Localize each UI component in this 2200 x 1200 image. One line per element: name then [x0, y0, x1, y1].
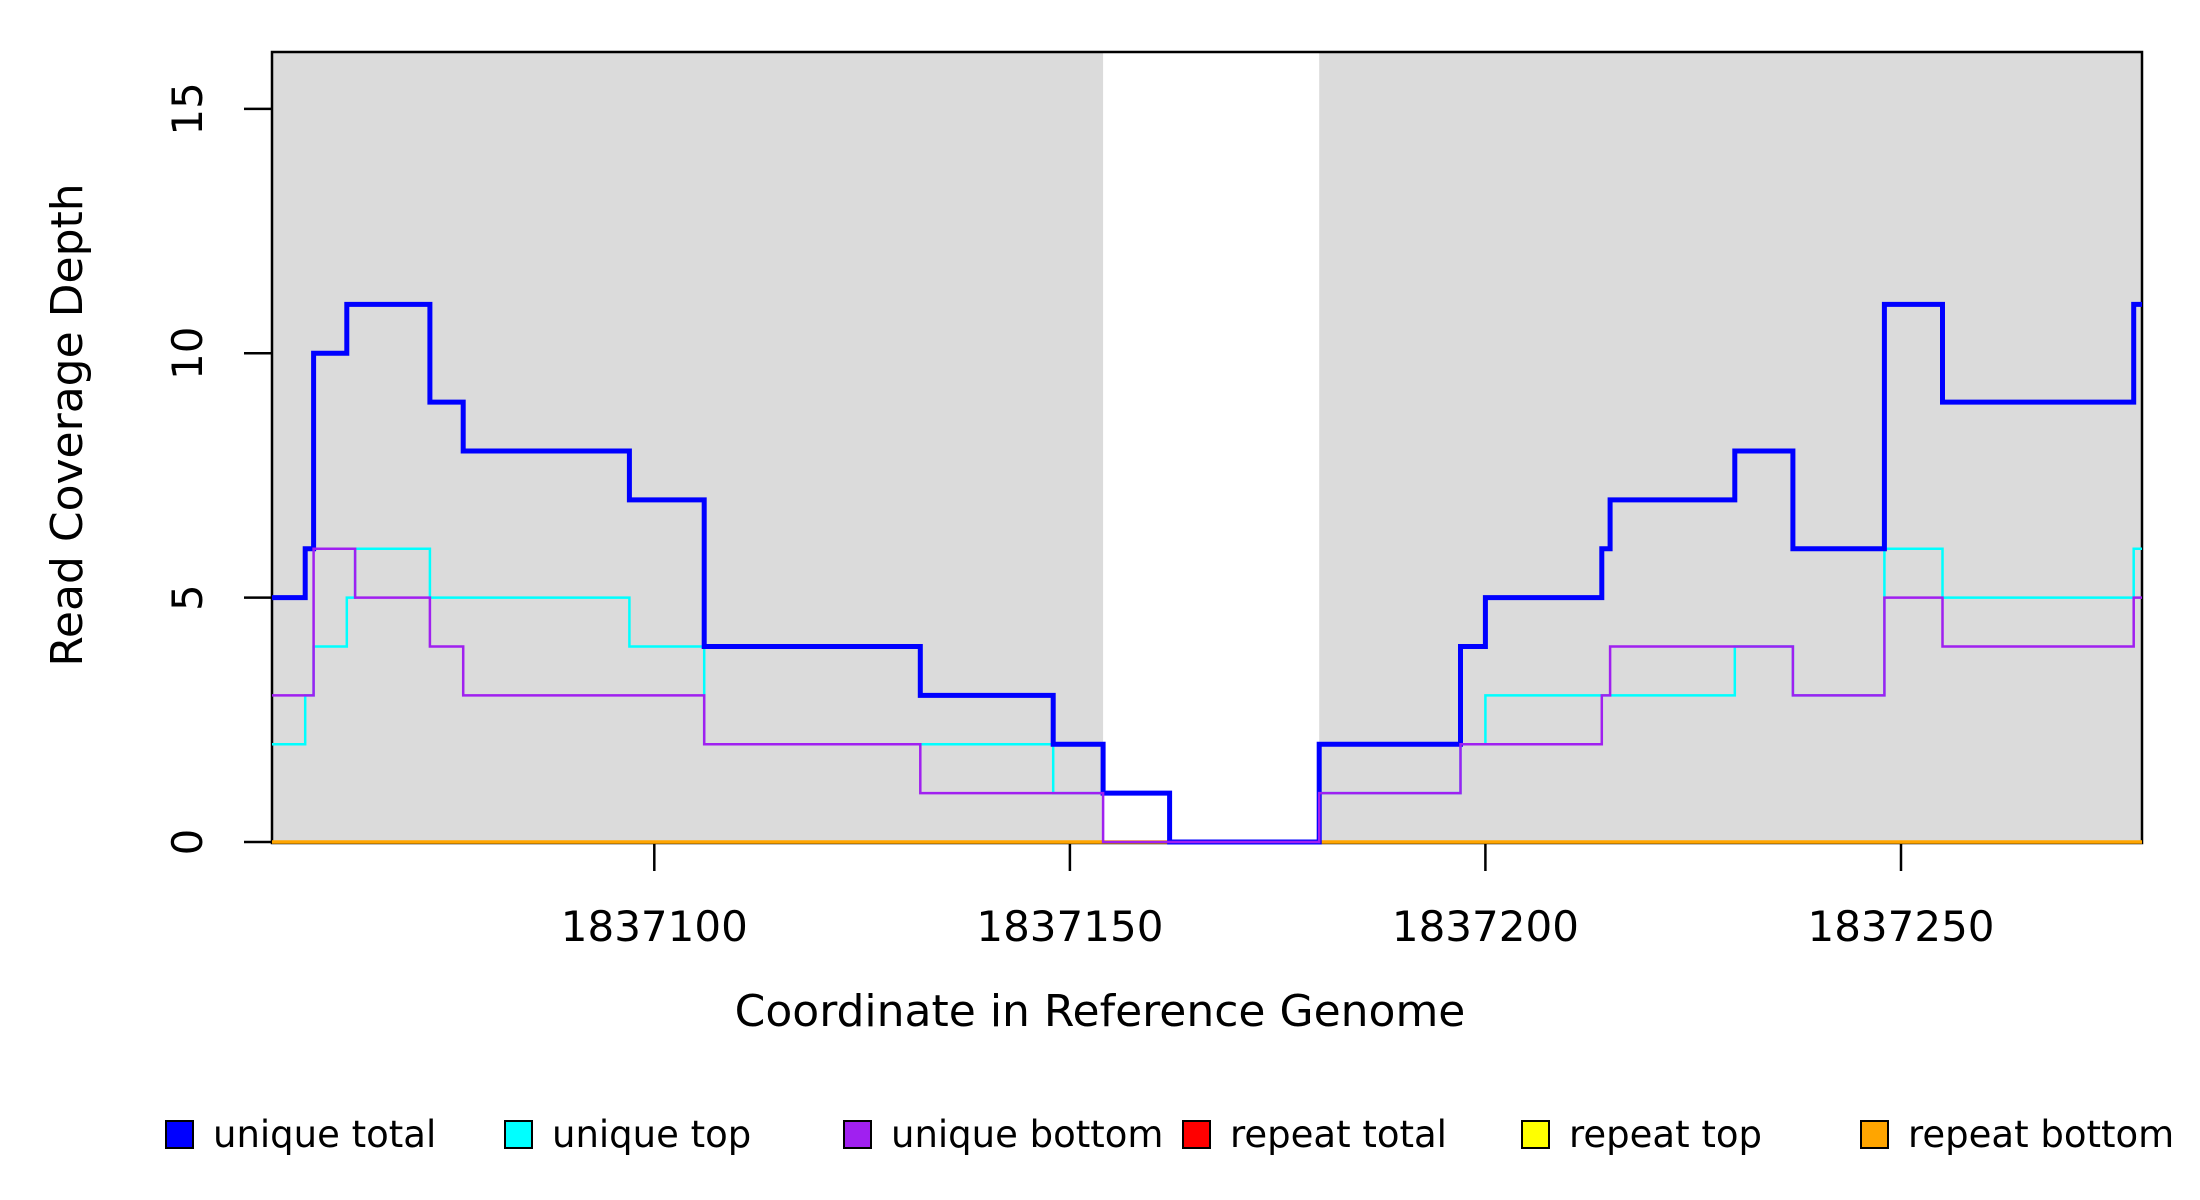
legend-color-swatch — [1182, 1119, 1211, 1149]
legend-color-swatch — [165, 1119, 194, 1149]
svg-text:0: 0 — [163, 829, 212, 856]
legend-item-unique-total: unique total — [165, 1112, 436, 1156]
legend-item-unique-bottom: unique bottom — [843, 1112, 1163, 1156]
legend-item-repeat-bottom: repeat bottom — [1860, 1112, 2174, 1156]
legend-item-label: repeat total — [1230, 1112, 1447, 1156]
legend-item-repeat-total: repeat total — [1182, 1112, 1447, 1156]
legend-item-label: repeat bottom — [1908, 1112, 2175, 1156]
legend-color-swatch — [1521, 1119, 1550, 1149]
svg-text:1837200: 1837200 — [1392, 902, 1579, 951]
legend-item-label: unique total — [213, 1112, 437, 1156]
legend: unique total unique top unique bottom re… — [0, 1112, 2200, 1156]
legend-item-repeat-top: repeat top — [1521, 1112, 1762, 1156]
plot-area: 0 5 10 15 1837100 1837150 1837200 1837250 — [163, 50, 2144, 951]
legend-item-label: unique top — [552, 1112, 752, 1156]
svg-text:15: 15 — [163, 82, 212, 135]
y-axis-title: Read Coverage Depth — [42, 183, 93, 666]
svg-text:1837150: 1837150 — [976, 902, 1163, 951]
legend-item-label: repeat top — [1569, 1112, 1762, 1156]
legend-color-swatch — [1860, 1119, 1889, 1149]
svg-text:1837250: 1837250 — [1807, 902, 1994, 951]
legend-color-swatch — [843, 1119, 872, 1149]
svg-text:10: 10 — [163, 327, 212, 380]
legend-item-unique-top: unique top — [504, 1112, 751, 1156]
legend-item-label: unique bottom — [891, 1112, 1164, 1156]
svg-text:1837100: 1837100 — [561, 902, 748, 951]
svg-text:5: 5 — [163, 584, 212, 611]
x-axis-title: Coordinate in Reference Genome — [735, 986, 1466, 1037]
legend-color-swatch — [504, 1119, 533, 1149]
